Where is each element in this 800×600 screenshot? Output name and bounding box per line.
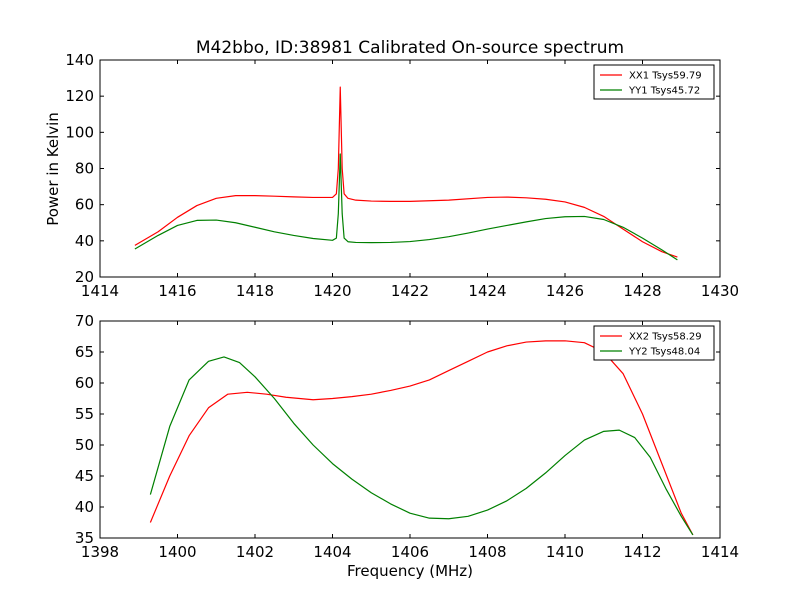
top-chart: 1414 1416 1418 1420 1422 1424 1426 1428 1430 20 40… bbox=[65, 51, 739, 300]
bottom-chart-series-line-2 bbox=[149, 356, 694, 536]
bottom-chart-ytick-label: 45 bbox=[75, 467, 94, 485]
top-chart-xtick-label: 1414 bbox=[81, 282, 119, 300]
bottom-chart-ytick-label: 40 bbox=[75, 498, 94, 516]
top-chart-legend-label-1: XX1 Tsys59.79 bbox=[629, 71, 702, 82]
figure-title: M42bbo, ID:38981 Calibrated On-source sp… bbox=[196, 38, 624, 58]
bottom-chart-xtick-label: 1408 bbox=[468, 543, 506, 561]
top-chart-xtick-label: 1418 bbox=[236, 282, 274, 300]
top-chart-xtick-label: 1424 bbox=[468, 282, 506, 300]
bottom-chart-ytick-label: 60 bbox=[75, 374, 94, 392]
top-chart-ytick-label: 80 bbox=[75, 160, 94, 178]
bottom-chart-xtick-label: 1400 bbox=[158, 543, 196, 561]
top-chart-xtick-label: 1416 bbox=[158, 282, 196, 300]
bottom-chart-series-line-1 bbox=[149, 340, 694, 536]
bottom-chart-legend bbox=[593, 325, 715, 361]
top-chart-xtick-label: 1426 bbox=[546, 282, 584, 300]
bottom-chart-xtick-label: 1406 bbox=[391, 543, 429, 561]
top-chart-xtick-label: 1428 bbox=[623, 282, 661, 300]
top-chart-xtick-label: 1422 bbox=[391, 282, 429, 300]
top-chart-ytick-label: 60 bbox=[75, 196, 94, 214]
top-chart-ytick-label: 100 bbox=[65, 123, 94, 141]
bottom-chart-ytick-label: 65 bbox=[75, 343, 94, 361]
bottom-chart-ytick-label: 50 bbox=[75, 436, 94, 454]
bottom-chart-ytick-label: 70 bbox=[75, 312, 94, 330]
top-chart-ylabel: Power in Kelvin bbox=[44, 112, 62, 226]
top-chart-ytick-label: 20 bbox=[75, 268, 94, 286]
bottom-chart-xlabel: Frequency (MHz) bbox=[347, 562, 473, 580]
bottom-chart-xtick-label: 1414 bbox=[701, 543, 739, 561]
top-chart-legend bbox=[593, 64, 715, 100]
bottom-chart-ytick-label: 35 bbox=[75, 529, 94, 547]
top-chart-series-line-1 bbox=[134, 86, 678, 258]
top-chart-ytick-label: 140 bbox=[65, 51, 94, 69]
top-chart-legend-label-2: YY1 Tsys45.72 bbox=[628, 86, 700, 97]
bottom-chart-xtick-label: 1398 bbox=[81, 543, 119, 561]
top-chart-series-line-2 bbox=[134, 153, 678, 261]
bottom-chart: 1398 1400 1402 1404 1406 1408 1410 1412 1414 35 40… bbox=[75, 312, 739, 561]
bottom-chart-xtick-label: 1402 bbox=[236, 543, 274, 561]
bottom-chart-xtick-label: 1404 bbox=[313, 543, 351, 561]
bottom-chart-xtick-label: 1412 bbox=[623, 543, 661, 561]
bottom-chart-legend-label-2: YY2 Tsys48.04 bbox=[628, 347, 700, 358]
top-chart-ytick-label: 40 bbox=[75, 232, 94, 250]
bottom-chart-ytick-label: 55 bbox=[75, 405, 94, 423]
top-chart-xtick-label: 1420 bbox=[313, 282, 351, 300]
top-chart-ytick-label: 120 bbox=[65, 87, 94, 105]
top-chart-xtick-label: 1430 bbox=[701, 282, 739, 300]
bottom-chart-legend-label-1: XX2 Tsys58.29 bbox=[629, 332, 702, 343]
bottom-chart-xtick-label: 1410 bbox=[546, 543, 584, 561]
